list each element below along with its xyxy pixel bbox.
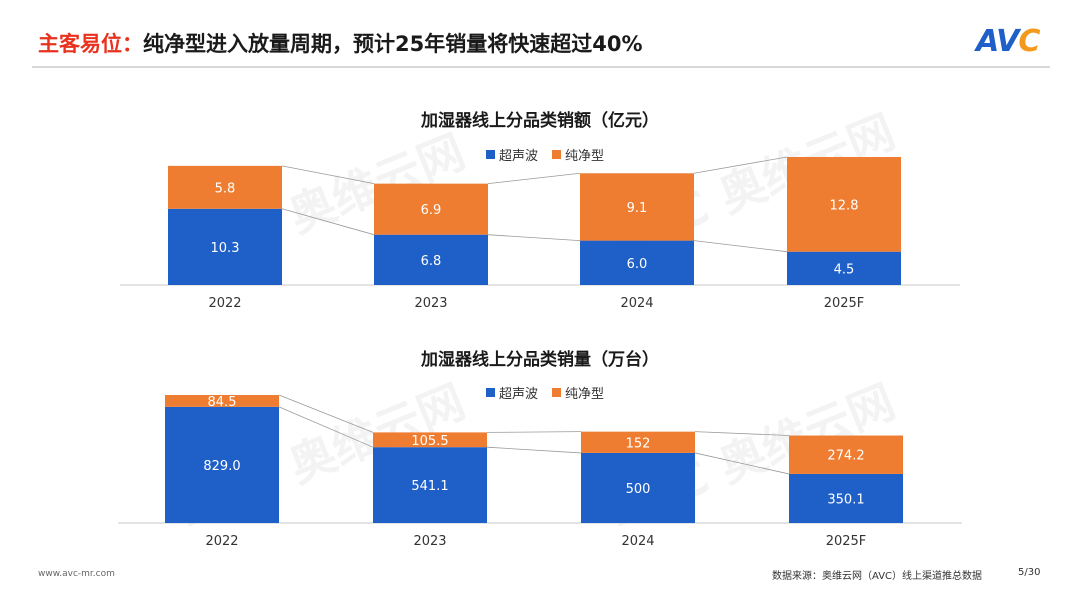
x-tick-label: 2024 [620,296,653,311]
data-label-ultrasonic: 829.0 [203,459,240,474]
legend-swatch [486,388,495,397]
bar-ultrasonic [789,473,903,523]
bar-ultrasonic [787,251,901,285]
bar-ultrasonic [580,240,694,285]
page-title: 主客易位：纯净型进入放量周期，预计25年销量将快速超过40% [38,28,643,58]
x-tick-label: 2023 [413,534,446,549]
data-label-ultrasonic: 10.3 [211,241,240,256]
chart1-title: 加湿器线上分品类销额（亿元） [421,111,659,131]
connector-line-top [486,431,582,433]
x-tick-label: 2024 [621,534,654,549]
connector-line-mid [693,240,788,253]
data-label-ultrasonic: 4.5 [834,262,855,277]
connector-line-top [694,431,790,436]
data-label-pure: 9.1 [627,201,648,216]
x-tick-label: 2022 [205,534,238,549]
data-source: 数据来源：奥维云网（AVC）线上渠道推总数据 [772,571,983,582]
connector-line-top [278,394,374,433]
connector-line-top [281,165,375,185]
avc-logo: AVC [976,24,1040,59]
bar-pure [789,435,903,474]
bar-ultrasonic [165,406,279,523]
data-label-pure: 5.8 [215,181,236,196]
title-text: 纯净型进入放量周期，预计25年销量将快速超过40% [143,32,643,56]
page-number: 5/30 [1018,567,1041,578]
legend-label: 纯净型 [565,149,605,164]
bar-pure [787,157,901,252]
connector-line-mid [694,452,790,475]
bar-pure [373,432,487,448]
data-label-pure: 152 [626,436,651,451]
bar-ultrasonic [374,234,488,285]
legend-swatch [552,388,562,397]
chart2-title: 加湿器线上分品类销量（万台） [421,350,659,370]
x-tick-label: 2025F [826,534,867,549]
connector-line-mid [281,208,375,236]
data-label-ultrasonic: 541.1 [411,479,448,494]
title-highlight: 主客易位： [38,32,143,56]
legend-item-ultrasonic: 超声波 [486,383,538,402]
chart2-legend: 超声波 纯净型 [486,383,604,402]
data-label-pure: 84.5 [208,395,237,410]
bar-pure [165,394,279,407]
bar-ultrasonic [168,208,282,285]
website-url: www.avc-mr.com [38,569,115,579]
data-label-ultrasonic: 6.0 [627,257,648,272]
connector-line-mid [486,446,582,454]
bar-ultrasonic [373,447,487,523]
data-label-pure: 274.2 [827,449,864,464]
data-label-pure: 6.9 [421,203,442,218]
x-tick-label: 2022 [208,296,241,311]
bar-pure [581,431,695,453]
data-label-ultrasonic: 6.8 [421,254,442,269]
connector-line-top [693,156,788,174]
legend-item-ultrasonic: 超声波 [486,145,538,164]
bar-pure [374,183,488,235]
x-tick-label: 2023 [414,296,447,311]
data-label-ultrasonic: 500 [626,482,651,497]
x-tick-label: 2025F [824,296,865,311]
header-divider [32,66,1050,68]
bar-pure [168,165,282,209]
legend-label: 纯净型 [565,387,605,402]
legend-label: 超声波 [499,149,539,164]
chart1-plot: 10.3 5.8 2022 6.8 6.9 2023 6.0 9.1 2024 4.5 12.8 20… [120,156,960,311]
connector-line-mid [278,406,374,448]
legend-label: 超声波 [499,387,539,402]
legend-swatch [486,150,495,159]
bar-pure [580,173,694,241]
data-label-ultrasonic: 350.1 [827,492,864,507]
chart1-legend: 超声波 纯净型 [486,145,604,164]
connector-line-top [487,172,581,185]
connector-line-mid [487,234,581,242]
legend-item-pure: 纯净型 [552,145,604,164]
data-label-pure: 12.8 [830,198,859,213]
chart2-plot: 829.0 84.5 2022 541.1 105.5 2023 500 152 2024 350… [118,394,962,549]
data-label-pure: 105.5 [411,434,448,449]
bar-ultrasonic [581,452,695,523]
legend-item-pure: 纯净型 [552,383,604,402]
legend-swatch [552,150,562,159]
